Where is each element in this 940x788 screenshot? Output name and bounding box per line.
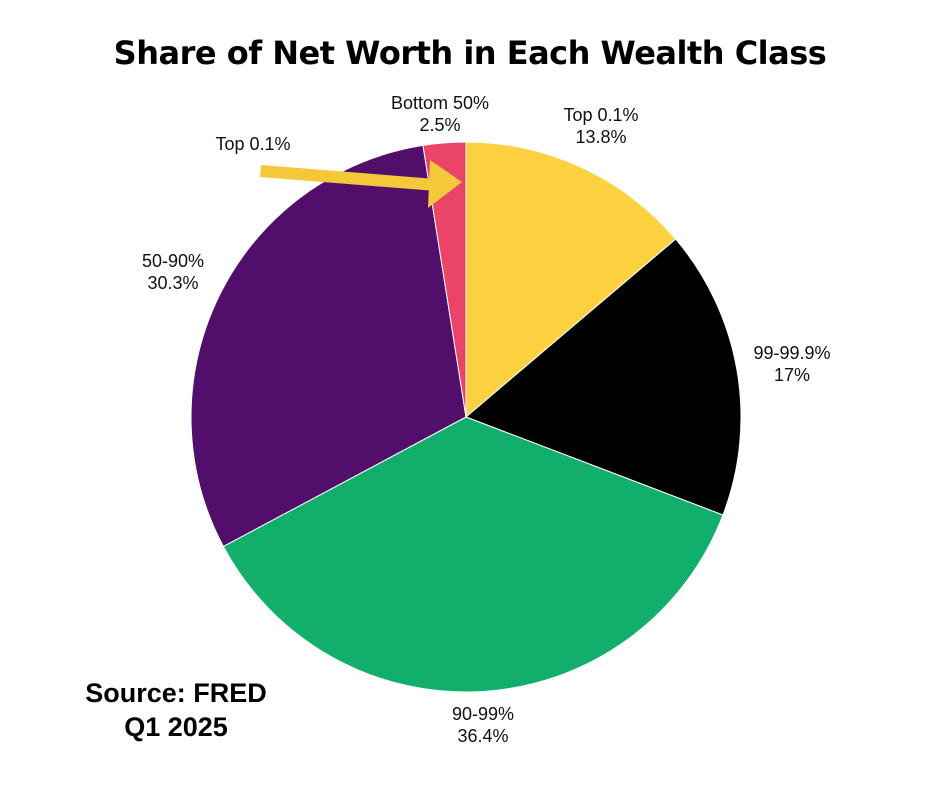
slice-label-bottom-50: Bottom 50% 2.5%	[370, 92, 510, 136]
pie-slice-99-99-9	[465, 238, 742, 516]
pie-slice-bottom-50	[422, 141, 467, 418]
slice-label-99-99-9: 99-99.9% 17%	[737, 342, 847, 386]
slice-label-value: 17%	[773, 365, 811, 385]
source-note: Source: FRED Q1 2025	[60, 676, 292, 744]
slice-label-name: Top 0.1%	[563, 105, 639, 125]
pie-slice-90-99	[222, 416, 724, 693]
slice-label-value: 30.3%	[147, 273, 199, 293]
slice-label-value: 13.8%	[575, 127, 627, 147]
chart-title: Share of Net Worth in Each Wealth Class	[113, 34, 827, 72]
slice-label-50-90: 50-90% 30.3%	[118, 250, 228, 294]
pie-slice-top-0-1	[465, 141, 677, 419]
annotation-arrow-shaft	[260, 165, 436, 191]
annotation-arrow-head	[428, 160, 462, 208]
slice-label-name: 99-99.9%	[753, 343, 831, 363]
slice-label-name: Bottom 50%	[390, 93, 490, 113]
slice-label-top-0-1: Top 0.1% 13.8%	[546, 104, 656, 148]
pie-slice-50-90	[190, 144, 467, 548]
source-line-1: Source: FRED	[85, 678, 267, 708]
slice-label-value: 36.4%	[457, 726, 509, 746]
source-line-2: Q1 2025	[124, 712, 228, 742]
annotation-label: Top 0.1%	[215, 134, 291, 154]
slice-label-name: 90-99%	[451, 704, 515, 724]
slice-label-name: 50-90%	[141, 251, 205, 271]
annotation-arrow	[260, 160, 462, 208]
slice-label-value: 2.5%	[419, 115, 461, 135]
slice-label-90-99: 90-99% 36.4%	[428, 703, 538, 747]
